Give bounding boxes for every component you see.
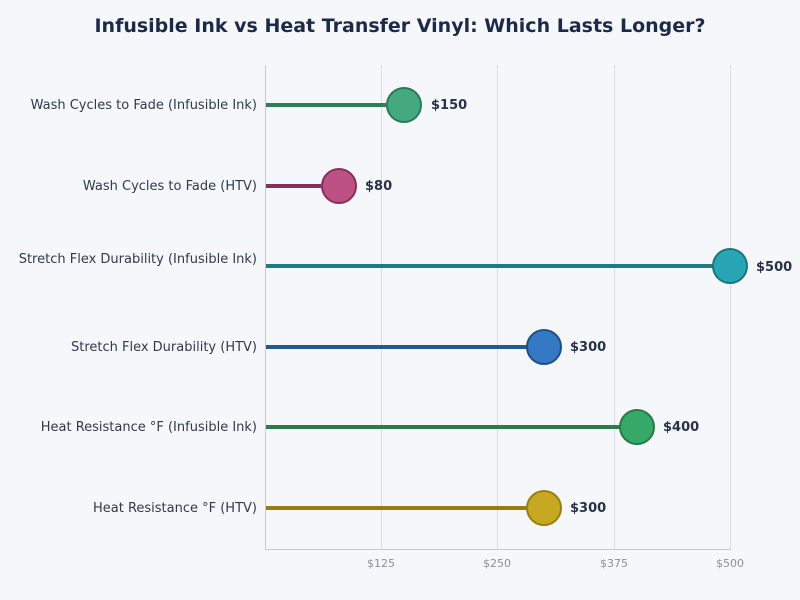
value-label: $80	[365, 179, 393, 194]
lollipop-stem	[266, 264, 716, 268]
category-label: Wash Cycles to Fade (HTV)	[82, 179, 257, 194]
category-label: Heat Resistance °F (Infusible Ink)	[40, 420, 257, 435]
y-axis-line	[265, 65, 266, 550]
lollipop-marker	[526, 490, 562, 526]
value-label: $300	[570, 501, 607, 516]
lollipop-stem	[266, 506, 528, 510]
gridline	[381, 65, 382, 549]
value-label: $400	[663, 420, 700, 435]
lollipop-marker	[526, 329, 562, 365]
value-label: $150	[431, 98, 468, 113]
x-tick-label: $500	[716, 557, 744, 570]
category-label: Wash Cycles to Fade (Infusible Ink)	[30, 98, 257, 113]
category-label: Stretch Flex Durability (HTV)	[70, 340, 257, 355]
gridline	[497, 65, 498, 549]
lollipop-marker	[712, 248, 748, 284]
x-tick-label: $375	[600, 557, 628, 570]
value-label: $300	[570, 340, 607, 355]
category-label: Stretch Flex Durability (Infusible Ink)	[18, 252, 257, 267]
value-label: $500	[756, 260, 793, 275]
lollipop-stem	[266, 345, 528, 349]
x-tick-label: $250	[483, 557, 511, 570]
x-axis-line	[265, 549, 731, 550]
lollipop-marker	[321, 168, 357, 204]
lollipop-stem	[266, 184, 321, 188]
chart-title: Infusible Ink vs Heat Transfer Vinyl: Wh…	[94, 15, 706, 37]
gridline	[614, 65, 615, 549]
gridline	[730, 65, 731, 549]
x-tick-label: $125	[367, 557, 395, 570]
lollipop-marker	[619, 409, 655, 445]
lollipop-stem	[266, 425, 621, 429]
category-label: Heat Resistance °F (HTV)	[92, 501, 257, 516]
lollipop-stem	[266, 103, 386, 107]
lollipop-marker	[386, 87, 422, 123]
